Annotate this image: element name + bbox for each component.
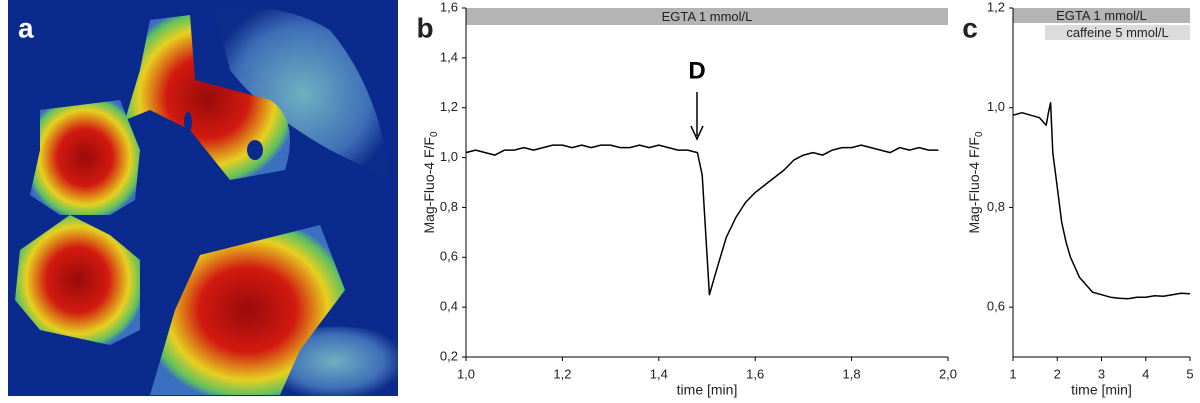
y-tick-label: 0,8 [987, 199, 1005, 214]
treatment-bar [1045, 25, 1190, 40]
treatment-label: EGTA 1 mmol/L [1056, 8, 1147, 23]
y-tick-label: 1,6 [440, 0, 458, 14]
y-tick-label: 0,6 [440, 249, 458, 264]
y-tick-label: 1,4 [440, 49, 458, 64]
panel-label: a [18, 12, 34, 43]
x-tick-label: 2,0 [939, 366, 957, 381]
y-tick-label: 1,2 [987, 0, 1005, 14]
trace [1012, 101, 1191, 300]
x-tick-label: 1,6 [746, 366, 764, 381]
x-tick-label: 1,2 [553, 366, 571, 381]
y-axis-label-subscript: 0 [974, 131, 985, 137]
x-tick-label: 1,0 [457, 366, 475, 381]
y-axis-label: Mag-Fluo-4 F/F0 [966, 131, 985, 233]
x-axis-label: time [min] [677, 382, 738, 398]
treatment-label: EGTA 1 mmol/L [662, 9, 753, 24]
panel-label: c [962, 12, 978, 43]
y-tick-label: 1,2 [440, 99, 458, 114]
y-tick-label: 0,2 [440, 348, 458, 363]
x-tick-label: 1,8 [843, 366, 861, 381]
treatment-bar [466, 8, 948, 25]
x-tick-label: 1,4 [650, 366, 668, 381]
y-axis-label: Mag-Fluo-4 F/F0 [421, 131, 440, 233]
x-tick-label: 1 [1009, 366, 1016, 381]
annotation: D [688, 57, 705, 84]
x-tick-label: 3 [1098, 366, 1105, 381]
y-tick-label: 0,8 [440, 199, 458, 214]
y-tick-label: 0,6 [987, 299, 1005, 314]
treatment-label: caffeine 5 mmol/L [1066, 25, 1168, 40]
y-tick-label: 0,4 [440, 299, 458, 314]
trace [465, 144, 939, 296]
panel-label: b [416, 12, 433, 43]
x-tick-label: 5 [1186, 366, 1193, 381]
x-tick-label: 2 [1054, 366, 1061, 381]
arrow [690, 92, 704, 141]
y-axis-label-main: Mag-Fluo-4 F/F [421, 137, 437, 233]
x-tick-label: 4 [1142, 366, 1149, 381]
y-tick-label: 1,0 [987, 99, 1005, 114]
y-axis-label-subscript: 0 [429, 131, 440, 137]
treatment-bar [1013, 8, 1190, 23]
y-axis-label-main: Mag-Fluo-4 F/F [966, 137, 982, 233]
y-tick-label: 1,0 [440, 149, 458, 164]
x-axis-label: time [min] [1071, 382, 1132, 398]
micrograph: a [8, 0, 398, 396]
